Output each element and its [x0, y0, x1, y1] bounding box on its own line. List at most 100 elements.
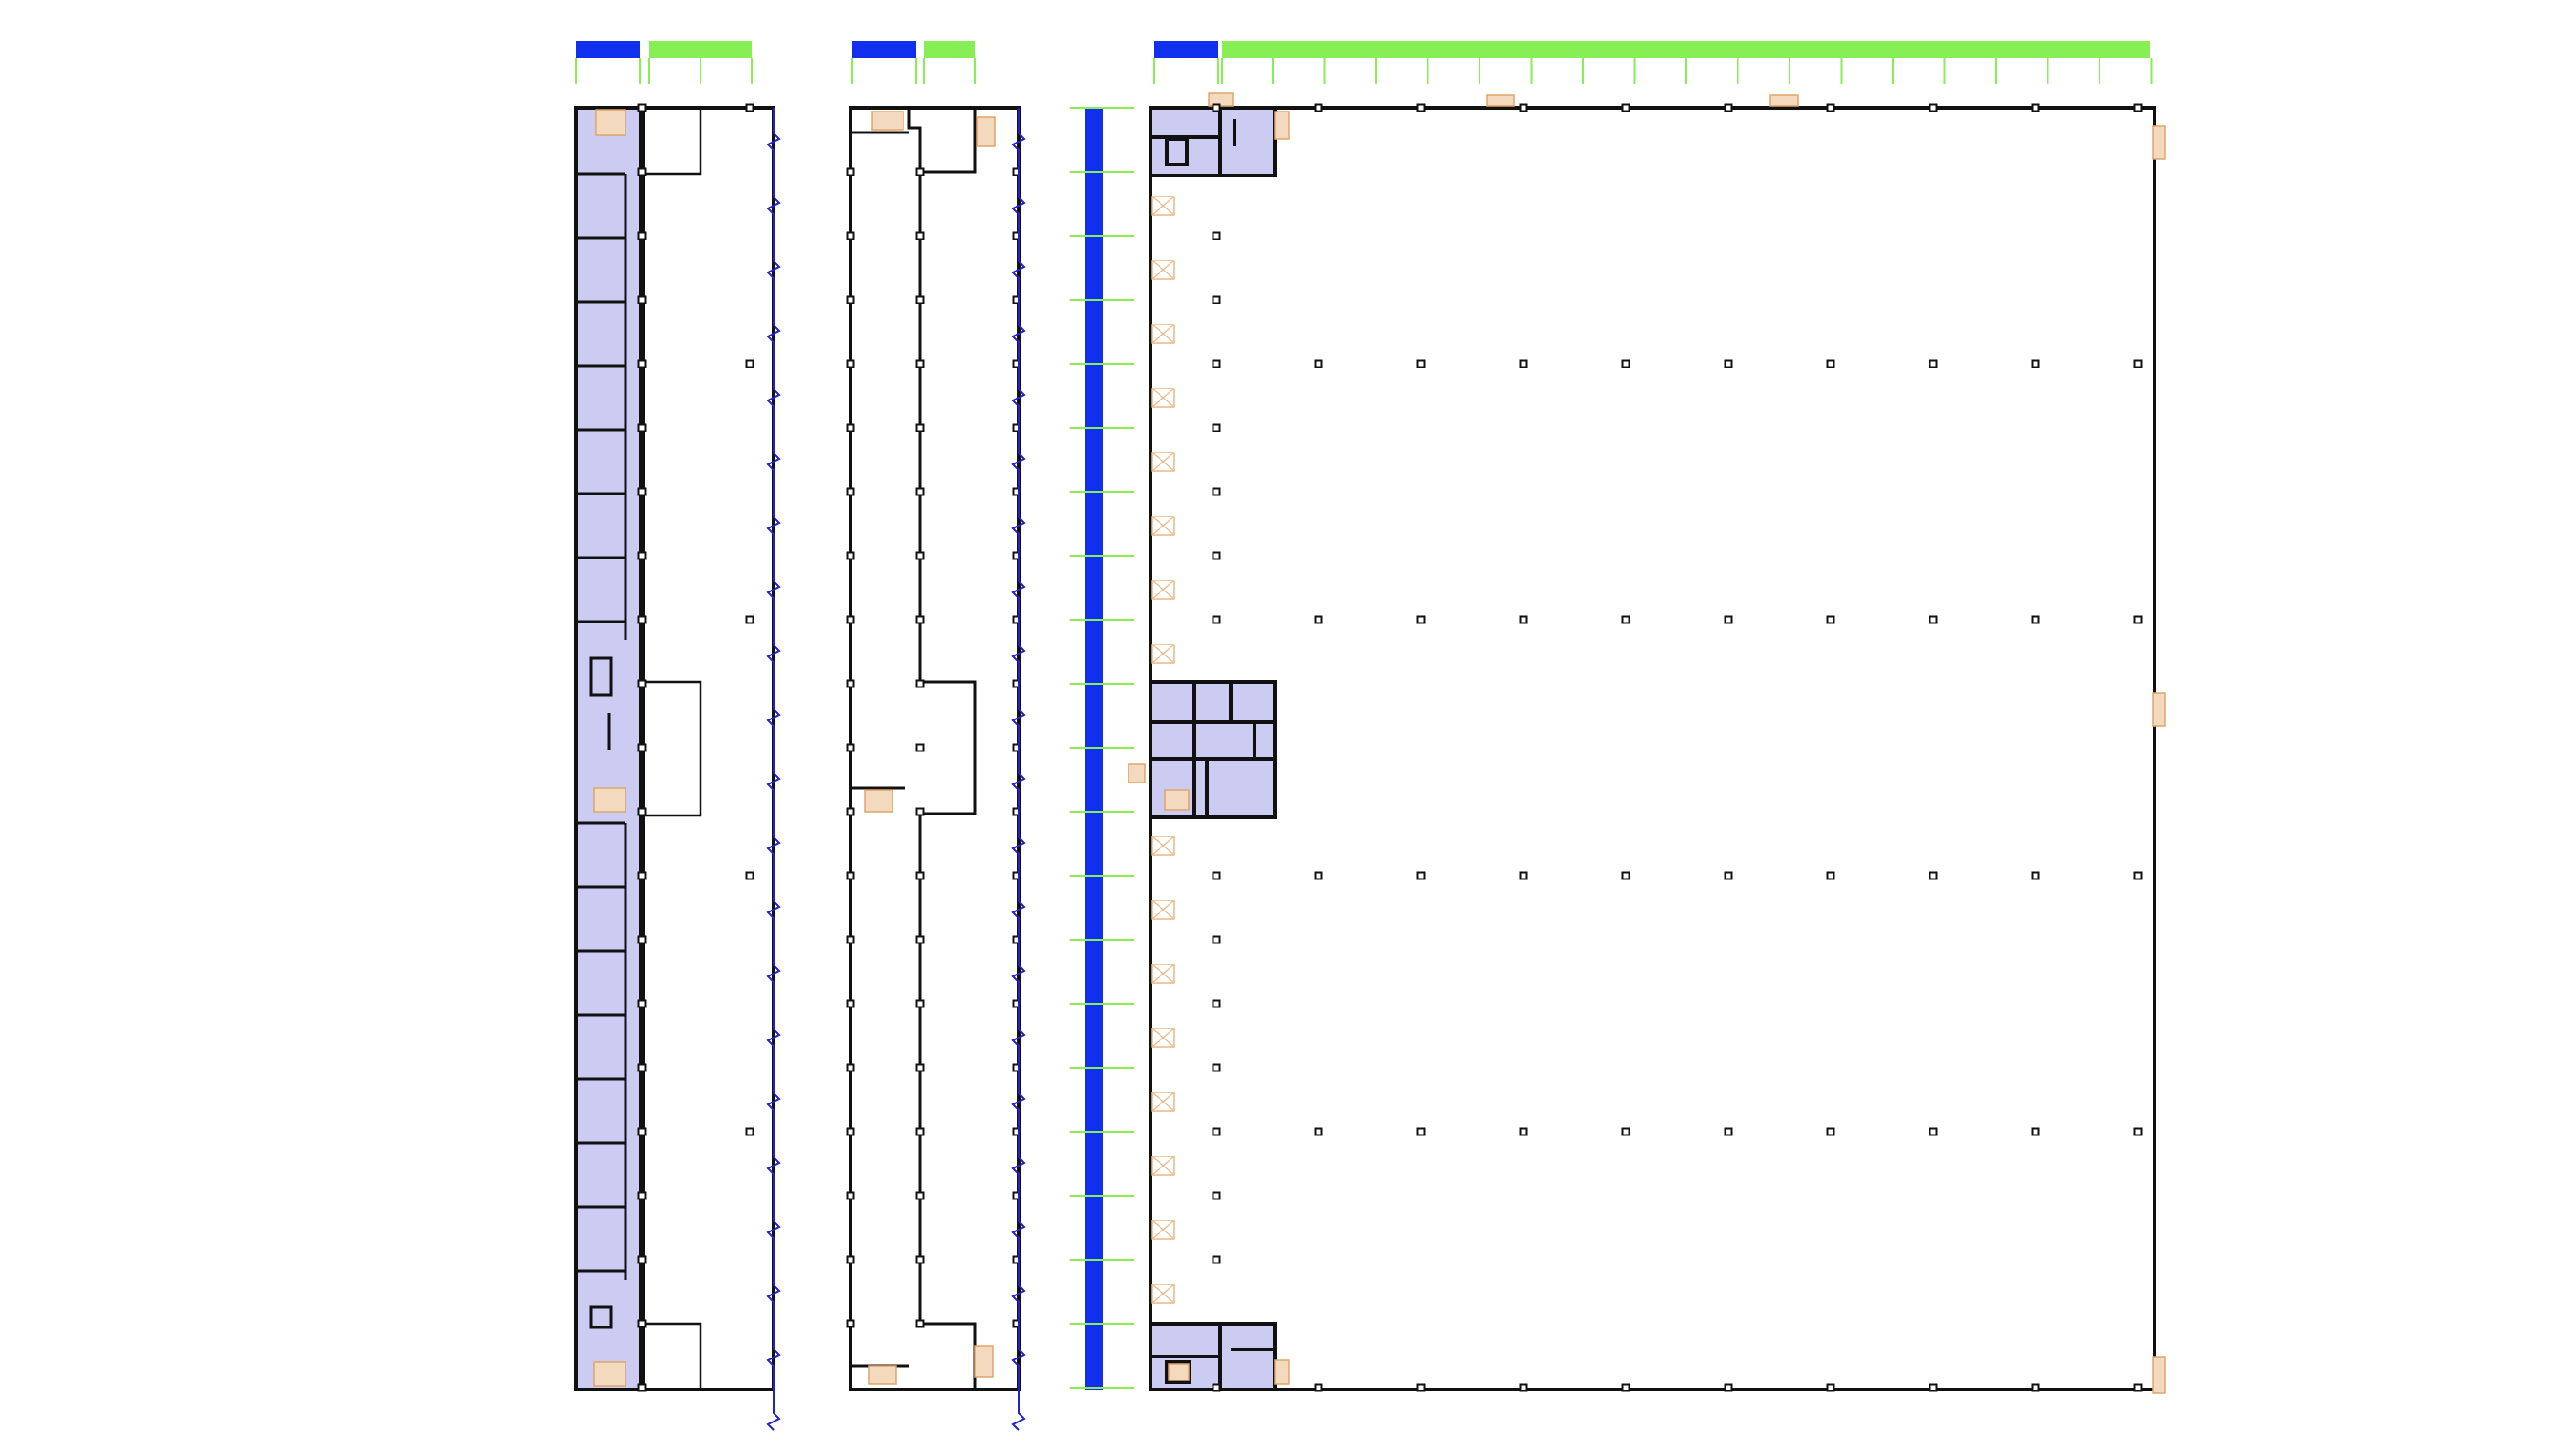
dock-door-cross — [1151, 516, 1175, 536]
column — [1929, 615, 1938, 624]
stair — [595, 109, 626, 136]
column — [1416, 103, 1426, 112]
stair — [1164, 789, 1190, 811]
stair — [1486, 94, 1515, 107]
column — [637, 1319, 647, 1328]
column — [1929, 359, 1938, 368]
column — [637, 359, 647, 368]
column — [1012, 1319, 1021, 1328]
column — [2133, 615, 2143, 624]
column — [1416, 359, 1426, 368]
column — [915, 1191, 925, 1200]
column — [637, 615, 647, 624]
column — [1012, 423, 1021, 432]
column — [1012, 871, 1021, 880]
column — [1012, 1063, 1021, 1072]
dock-door-cross — [1151, 196, 1175, 216]
column — [1012, 743, 1021, 752]
column — [1012, 295, 1021, 304]
stair — [1274, 1359, 1290, 1385]
column — [1314, 871, 1323, 880]
dock-door-cross — [1151, 260, 1175, 280]
column — [1724, 103, 1733, 112]
column — [915, 871, 925, 880]
dimension-ticks — [575, 58, 753, 84]
column — [915, 1127, 925, 1136]
column — [1519, 103, 1528, 112]
column — [2031, 359, 2040, 368]
column — [637, 1255, 647, 1264]
stair — [1769, 94, 1799, 107]
column — [637, 103, 647, 112]
dock-door — [1151, 1220, 1175, 1240]
column — [915, 743, 925, 752]
column — [1621, 871, 1630, 880]
dock-door — [1151, 836, 1175, 856]
column — [637, 1127, 647, 1136]
office-zone-bar — [852, 41, 916, 58]
column — [637, 1383, 647, 1392]
dock-door-cross — [1151, 452, 1175, 472]
column — [1826, 103, 1835, 112]
column — [1724, 1127, 1733, 1136]
building-outline — [849, 106, 1021, 1391]
dock-door — [1151, 580, 1175, 600]
column — [1212, 1063, 1221, 1072]
column — [846, 935, 855, 944]
column — [1826, 1383, 1835, 1392]
column — [2133, 103, 2143, 112]
column — [846, 679, 855, 688]
floor-plan-full-warehouse — [1070, 41, 2166, 1394]
column — [1212, 1383, 1221, 1392]
column — [1416, 615, 1426, 624]
column — [1929, 1383, 1938, 1392]
warehouse-zone-bar — [924, 41, 975, 58]
stair — [871, 111, 904, 131]
column — [846, 487, 855, 496]
stair — [2152, 125, 2166, 160]
column — [2031, 1127, 2040, 1136]
dock-door-cross — [1151, 1092, 1175, 1112]
column — [637, 167, 647, 176]
column — [637, 999, 647, 1008]
column — [1416, 1383, 1426, 1392]
column — [846, 999, 855, 1008]
dock-door — [1151, 452, 1175, 472]
stair — [868, 1365, 897, 1385]
stair — [593, 1361, 626, 1387]
dock-doors — [1151, 196, 1175, 1304]
column — [915, 231, 925, 240]
column — [915, 679, 925, 688]
column — [1212, 295, 1221, 304]
mezzanine-outline — [918, 172, 977, 1390]
stair — [593, 787, 626, 813]
dock-door-cross — [1151, 836, 1175, 856]
column — [1012, 1127, 1021, 1136]
column — [1519, 359, 1528, 368]
column — [2133, 1383, 2143, 1392]
dock-box — [640, 680, 702, 817]
column — [637, 1063, 647, 1072]
column — [1012, 615, 1021, 624]
column — [915, 1255, 925, 1264]
column — [1929, 871, 1938, 880]
warehouse-zone-bar — [649, 41, 752, 58]
column — [745, 103, 754, 112]
column — [2031, 615, 2040, 624]
column — [745, 359, 754, 368]
column — [1212, 615, 1221, 624]
column — [1012, 1191, 1021, 1200]
column — [637, 423, 647, 432]
dock-door-cross — [1151, 324, 1175, 344]
column — [846, 807, 855, 816]
side-grid-ticks — [1070, 107, 1134, 1389]
stair — [974, 1345, 994, 1378]
column — [846, 1191, 855, 1200]
dock-door — [1151, 1284, 1175, 1304]
column — [1416, 1127, 1426, 1136]
column — [1012, 935, 1021, 944]
dock-door-cross — [1151, 1156, 1175, 1176]
stair — [2152, 1356, 2166, 1394]
column — [1212, 103, 1221, 112]
